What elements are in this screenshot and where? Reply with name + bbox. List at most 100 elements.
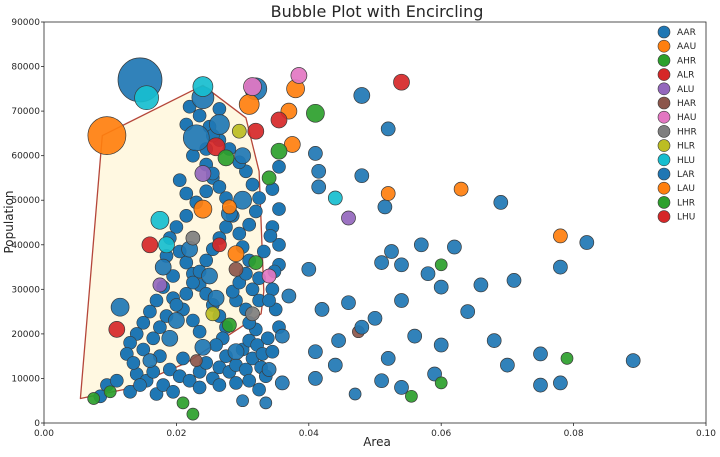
bubble-point — [168, 312, 185, 329]
bubble-point — [434, 258, 448, 272]
bubble-point — [374, 255, 389, 270]
bubble-point — [384, 244, 399, 259]
data-point — [263, 229, 278, 243]
series-lhu — [212, 111, 288, 253]
data-point — [209, 338, 223, 352]
bubble-point — [353, 87, 371, 104]
legend-marker-hhr — [657, 125, 671, 138]
legend-marker-hlu — [657, 153, 671, 167]
data-point — [212, 102, 227, 116]
bubble-point — [87, 392, 101, 405]
bubble-point — [205, 306, 221, 322]
bubble-point — [222, 317, 237, 333]
legend-label-alu: ALU — [677, 85, 694, 95]
bubble-point — [553, 259, 568, 275]
legend-label-lhr: LHR — [677, 198, 695, 208]
data-point — [229, 376, 243, 390]
bubble-point — [154, 258, 172, 276]
x-tick-label: 0.02 — [166, 429, 186, 439]
bubble-point — [433, 279, 449, 295]
bubble-point — [625, 353, 641, 368]
bubble-point — [270, 142, 288, 160]
series-aau — [87, 79, 305, 263]
data-point — [179, 286, 194, 301]
bubble-point — [447, 239, 462, 255]
bubble-point — [281, 288, 297, 304]
bubble-point — [380, 121, 396, 137]
bubble-point — [141, 236, 159, 254]
legend-label-lar: LAR — [677, 170, 695, 180]
series-ahr — [222, 103, 325, 333]
legend-marker-hau — [657, 110, 671, 124]
legend-marker-alu — [657, 82, 671, 96]
x-tick-label: 0.00 — [34, 429, 54, 439]
data-point — [166, 384, 180, 399]
bubble-point — [311, 179, 327, 195]
data-point — [199, 184, 213, 199]
bubble-point — [380, 351, 396, 366]
legend-label-lau: LAU — [677, 184, 695, 194]
y-tick-label: 20000 — [11, 330, 40, 340]
data-point — [166, 269, 180, 283]
bubble-point — [217, 149, 235, 167]
bubble-point — [247, 122, 265, 140]
legend-marker-ahr — [657, 54, 671, 67]
bubble-point — [341, 210, 356, 226]
data-point — [192, 108, 207, 123]
data-point — [265, 344, 280, 359]
data-point — [133, 378, 147, 392]
x-tick-label: 0.08 — [564, 429, 584, 439]
bubble-point — [270, 111, 288, 129]
bubble-point — [207, 289, 225, 307]
legend-label-har: HAR — [677, 99, 696, 109]
bubble-point — [152, 277, 168, 293]
bubble-point — [553, 228, 568, 244]
series-alr — [108, 73, 410, 338]
bubble-point — [533, 377, 548, 393]
bubble-point — [327, 190, 343, 206]
data-point — [169, 220, 184, 234]
chart-title: Bubble Plot with Encircling — [271, 2, 484, 21]
bubble-point — [193, 199, 213, 219]
bubble-point — [238, 94, 260, 115]
bubble-point — [560, 352, 574, 365]
data-point — [192, 324, 207, 339]
series-hau — [243, 67, 308, 284]
y-axis-ticks: 0 10000 20000 30000 40000 50000 60000 70000 8000… — [11, 18, 44, 429]
bubble-point — [150, 210, 170, 230]
data-point — [110, 373, 124, 388]
bubble-point — [209, 114, 230, 135]
bubble-point — [233, 190, 252, 210]
data-point — [219, 220, 233, 234]
data-point — [123, 384, 137, 399]
bubble-point — [420, 266, 436, 282]
series-lhr — [87, 142, 574, 421]
bubble-point — [393, 73, 410, 91]
bubble-point — [579, 235, 595, 250]
bubble-point — [161, 329, 179, 347]
legend-marker-lau — [657, 181, 671, 195]
bubble-point — [186, 407, 200, 421]
bubble-point — [473, 277, 489, 293]
bubble-point — [354, 168, 370, 184]
bubble-point — [227, 343, 245, 361]
bubble-point — [407, 328, 423, 344]
legend-marker-har — [657, 96, 671, 110]
data-point — [260, 331, 275, 346]
bubble-point — [108, 321, 126, 338]
data-point — [186, 148, 200, 163]
bubble-point — [194, 338, 212, 356]
series-lau — [222, 102, 568, 244]
legend-label-hlr: HLR — [677, 142, 695, 152]
bubble-point — [134, 85, 159, 111]
bubble-point — [201, 267, 218, 285]
bubble-point — [236, 394, 249, 408]
data-point — [245, 177, 260, 192]
data-point — [153, 320, 167, 335]
bubble-point — [460, 304, 476, 319]
data-point — [186, 275, 200, 290]
bubble-point — [227, 245, 245, 263]
legend-marker-lhu — [657, 210, 671, 223]
legend-marker-aau — [657, 39, 671, 53]
bubble-point — [327, 357, 343, 373]
